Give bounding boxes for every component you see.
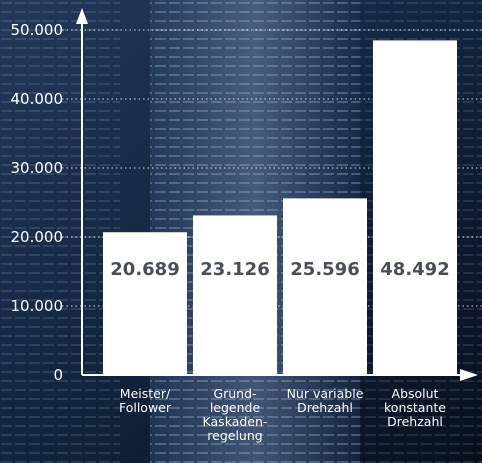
x-category-label: Grund-legende Kaskaden-regelung (203, 386, 268, 443)
bar (103, 232, 187, 375)
axes (76, 8, 478, 381)
y-tick-label: 30.000 (11, 159, 64, 177)
bar-value-label: 48.492 (380, 259, 449, 280)
x-category-label: Nur variable Drehzahl (287, 386, 364, 415)
bar-value-label: 23.126 (200, 259, 269, 280)
y-tick-label: 40.000 (11, 90, 64, 108)
y-tick-label: 0 (53, 366, 63, 384)
x-axis-arrow (460, 369, 478, 381)
y-tick-label: 10.000 (11, 297, 64, 315)
y-tick-label: 50.000 (11, 21, 64, 39)
bar (373, 40, 457, 375)
bar (193, 215, 277, 375)
y-axis-arrow (76, 8, 88, 24)
bars (103, 40, 457, 375)
y-tick-label: 20.000 (11, 228, 64, 246)
x-category-label: Absolut konstante Drehzahl (384, 386, 446, 429)
bar-value-label: 20.689 (110, 259, 179, 280)
bar-value-label: 25.596 (290, 259, 359, 280)
bar (283, 198, 367, 375)
labels: 0 10.000 20.000 30.000 40.000 50.000 20.689 Mei… (11, 21, 450, 443)
x-category-label: Meister/Follower (119, 386, 172, 415)
